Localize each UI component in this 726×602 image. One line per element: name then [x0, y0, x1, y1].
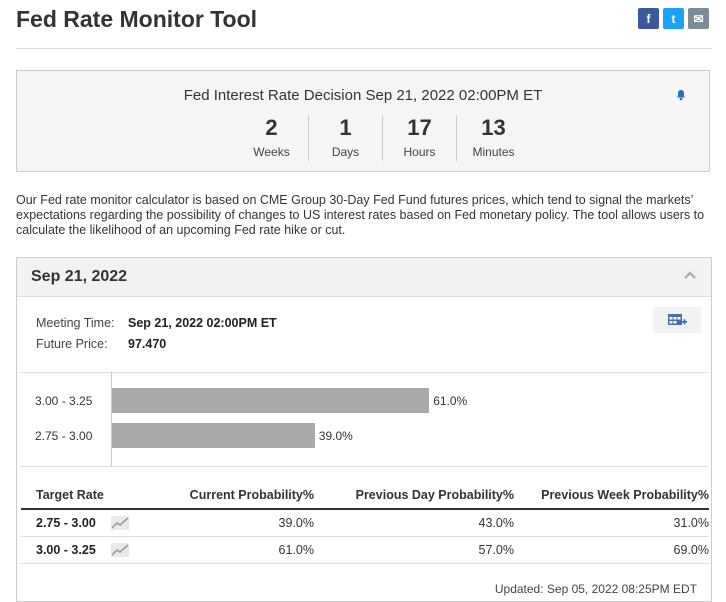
countdown-weeks: 2 Weeks	[235, 115, 309, 161]
row-previous-day-probability: 43.0%	[314, 509, 514, 537]
title-divider	[16, 48, 712, 49]
trend-chart-icon[interactable]	[111, 543, 129, 557]
twitter-icon[interactable]: t	[663, 8, 684, 29]
trend-chart-icon[interactable]	[111, 516, 129, 530]
future-price-row: Future Price: 97.470	[36, 337, 166, 351]
target-rate-value: 3.00 - 3.25	[36, 543, 96, 557]
row-current-probability: 61.0%	[156, 536, 314, 564]
table-row: 2.75 - 3.00 39.0% 43.0% 31.0%	[21, 509, 709, 537]
share-buttons: f t ✉	[638, 8, 709, 29]
last-updated: Updated: Sep 05, 2022 08:25PM EDT	[494, 582, 697, 596]
countdown-days: 1 Days	[309, 115, 383, 161]
tool-description: Our Fed rate monitor calculator is based…	[16, 193, 705, 237]
chevron-up-icon[interactable]	[683, 270, 697, 280]
meeting-panel-header[interactable]: Sep 21, 2022	[17, 258, 711, 297]
countdown-weeks-label: Weeks	[253, 145, 290, 159]
countdown-hours-label: Hours	[403, 145, 436, 159]
future-price-label: Future Price:	[36, 337, 108, 351]
bell-icon[interactable]	[675, 89, 687, 101]
col-previous-week-probability: Previous Week Probability%	[514, 482, 709, 510]
bar-category-label: 3.00 - 3.25	[35, 394, 93, 408]
calendar-add-icon	[668, 314, 687, 325]
col-previous-day-probability: Previous Day Probability%	[314, 482, 514, 510]
row-previous-week-probability: 31.0%	[514, 509, 709, 537]
countdown-hours: 17 Hours	[383, 115, 457, 161]
col-current-probability: Current Probability%	[156, 482, 314, 510]
countdown-units: 2 Weeks 1 Days 17 Hours 13 Minutes	[235, 115, 530, 161]
chart-bottom-divider	[21, 466, 707, 467]
facebook-icon[interactable]: f	[638, 8, 659, 29]
row-previous-week-probability: 69.0%	[514, 536, 709, 564]
meeting-date: Sep 21, 2022	[31, 268, 128, 285]
meeting-panel: Sep 21, 2022 Meeting Time: Sep 21, 2022 …	[16, 257, 712, 602]
meeting-time-label: Meeting Time:	[36, 316, 115, 330]
row-target-rate: 3.00 - 3.25	[21, 536, 156, 564]
countdown-minutes-label: Minutes	[472, 145, 515, 159]
row-target-rate: 2.75 - 3.00	[21, 509, 156, 537]
probability-table: Target Rate Current Probability% Previou…	[21, 482, 709, 564]
target-rate-value: 2.75 - 3.00	[36, 516, 96, 530]
table-header-row: Target Rate Current Probability% Previou…	[21, 482, 709, 510]
chart-top-divider	[21, 372, 707, 373]
bar-category-label: 2.75 - 3.00	[35, 429, 93, 443]
email-icon[interactable]: ✉	[688, 8, 709, 29]
countdown-minutes: 13 Minutes	[457, 115, 530, 161]
countdown-days-value: 1	[339, 115, 352, 140]
row-current-probability: 39.0%	[156, 509, 314, 537]
col-target-rate: Target Rate	[21, 482, 156, 510]
countdown-title: Fed Interest Rate Decision Sep 21, 2022 …	[183, 87, 543, 104]
countdown-box: Fed Interest Rate Decision Sep 21, 2022 …	[16, 70, 710, 172]
meeting-time-value: Sep 21, 2022 02:00PM ET	[128, 316, 277, 330]
add-to-calendar-button[interactable]	[653, 307, 701, 333]
countdown-weeks-value: 2	[265, 115, 278, 140]
probability-bar	[112, 388, 430, 413]
meeting-time-row: Meeting Time: Sep 21, 2022 02:00PM ET	[36, 316, 277, 330]
row-previous-day-probability: 57.0%	[314, 536, 514, 564]
countdown-hours-value: 17	[407, 115, 432, 140]
page-title: Fed Rate Monitor Tool	[16, 6, 258, 32]
probability-bar-chart: 3.00 - 3.25 61.0% 2.75 - 3.00 39.0%	[21, 372, 707, 468]
future-price-value: 97.470	[128, 337, 167, 351]
probability-bar	[112, 423, 315, 448]
chart-axis	[111, 372, 112, 466]
table-row: 3.00 - 3.25 61.0% 57.0% 69.0%	[21, 536, 709, 564]
countdown-days-label: Days	[331, 145, 360, 159]
bar-value-label: 61.0%	[433, 394, 468, 408]
bar-value-label: 39.0%	[318, 429, 353, 443]
countdown-minutes-value: 13	[481, 115, 506, 140]
